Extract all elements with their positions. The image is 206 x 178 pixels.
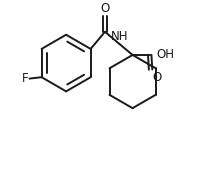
Text: O: O — [152, 71, 162, 84]
Text: NH: NH — [111, 30, 128, 43]
Text: F: F — [22, 72, 29, 85]
Text: O: O — [100, 2, 110, 15]
Text: OH: OH — [157, 48, 174, 61]
